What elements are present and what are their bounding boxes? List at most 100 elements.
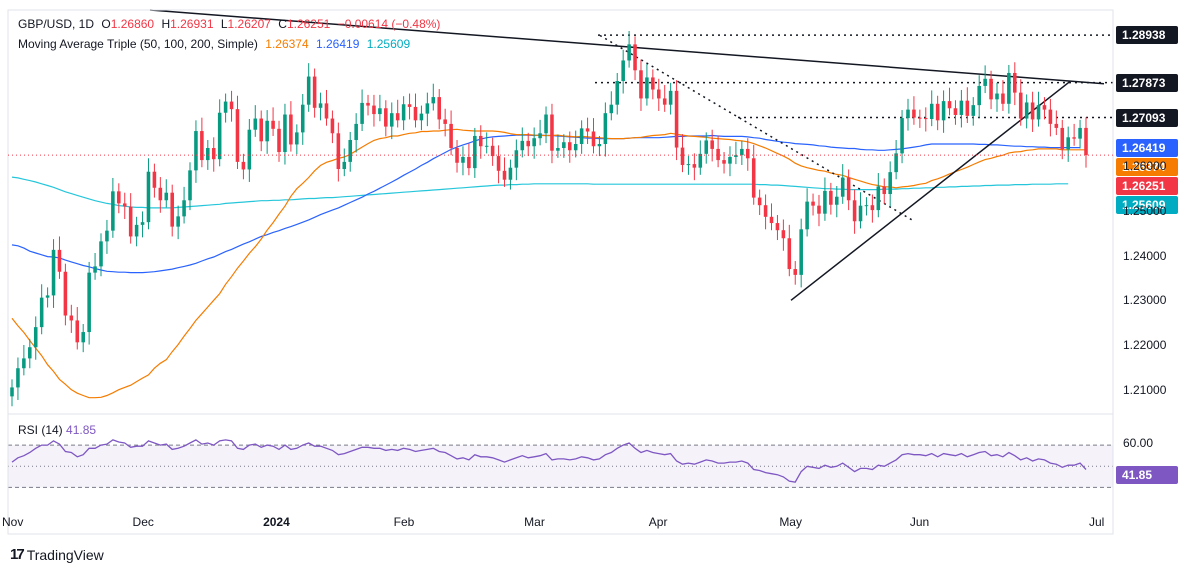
- candle: [775, 215, 780, 241]
- candle: [704, 132, 709, 164]
- candle: [413, 93, 418, 128]
- candle-body: [562, 142, 566, 149]
- candle: [906, 98, 910, 131]
- candle-body: [318, 103, 323, 108]
- candle: [840, 164, 845, 204]
- candle: [16, 357, 20, 400]
- candle-body: [787, 238, 792, 270]
- candle: [1078, 119, 1082, 149]
- candle-body: [864, 205, 869, 207]
- candle-body: [1001, 93, 1005, 104]
- candle: [206, 139, 210, 170]
- candle: [989, 70, 993, 110]
- candle-body: [745, 148, 750, 159]
- rsi-title[interactable]: RSI (14): [18, 423, 63, 437]
- candle: [93, 252, 97, 280]
- candle: [259, 110, 263, 152]
- candle-body: [431, 97, 436, 104]
- candle: [134, 216, 139, 247]
- candle-body: [651, 77, 655, 90]
- candle: [461, 146, 465, 176]
- candle: [306, 63, 311, 112]
- candle: [443, 108, 447, 137]
- candle-body: [805, 201, 809, 230]
- ma200-line: [11, 176, 1069, 209]
- candle: [852, 189, 857, 234]
- candle-body: [1060, 127, 1065, 150]
- candle: [734, 141, 738, 165]
- candle-body: [977, 85, 981, 106]
- candle: [39, 284, 44, 335]
- candle-body: [395, 113, 400, 121]
- candle-body: [289, 114, 293, 145]
- candle-body: [609, 104, 614, 114]
- brand-name: TradingView: [26, 546, 104, 563]
- price-tick-label: 1.24000: [1123, 248, 1167, 263]
- candle-body: [781, 230, 786, 239]
- candle: [894, 139, 898, 180]
- price-label-dark: 1.27093: [1116, 108, 1178, 127]
- candle: [1024, 94, 1029, 129]
- candle-body: [437, 97, 442, 120]
- candle: [122, 192, 127, 220]
- candle: [562, 134, 566, 158]
- candle-body: [686, 164, 691, 166]
- candle: [33, 316, 38, 360]
- candle-body: [846, 177, 851, 201]
- price-label-teal: 1.25609: [1116, 195, 1178, 214]
- candle-body: [366, 102, 370, 106]
- candle-body: [211, 148, 216, 160]
- candle-body: [1066, 137, 1070, 150]
- candle: [229, 90, 234, 122]
- candle: [615, 72, 620, 115]
- candle: [217, 99, 222, 167]
- candle-body: [823, 190, 827, 214]
- month-label: Mar: [524, 515, 545, 529]
- candle-body: [342, 161, 347, 170]
- candle-body: [573, 144, 578, 151]
- symbol-label[interactable]: GBP/USD, 1D: [18, 17, 95, 31]
- candle-body: [81, 332, 85, 343]
- candle-body: [763, 205, 768, 217]
- candle-body: [10, 387, 14, 397]
- candle-body: [306, 76, 311, 105]
- candle: [597, 135, 602, 157]
- candle: [1054, 110, 1059, 136]
- candle-body: [900, 118, 904, 154]
- candle-body: [182, 200, 186, 217]
- candle-body: [425, 103, 430, 114]
- candle: [455, 139, 459, 173]
- tradingview-brand[interactable]: 17 TradingView: [10, 546, 104, 563]
- candle-body: [22, 358, 26, 369]
- ma50-line: [11, 128, 1086, 399]
- candle-body: [615, 81, 620, 105]
- candle-body: [152, 171, 157, 188]
- candle-body: [443, 119, 447, 124]
- candle-body: [372, 105, 376, 115]
- candle-body: [461, 156, 465, 163]
- candles-layer: [10, 30, 1088, 407]
- candle-body: [389, 113, 394, 127]
- high-value: 1.26931: [170, 17, 214, 31]
- candle: [265, 110, 269, 154]
- candle: [556, 134, 560, 158]
- candle: [532, 127, 536, 159]
- candle: [514, 139, 519, 181]
- candle: [348, 131, 353, 172]
- candle: [300, 93, 305, 145]
- rsi-value-badge: 41.85: [1116, 466, 1178, 484]
- candle-body: [740, 148, 744, 156]
- candle: [1007, 64, 1011, 114]
- ma-title[interactable]: Moving Average Triple (50, 100, 200, Sim…: [18, 37, 258, 51]
- ma50-value: 1.26374: [265, 37, 309, 51]
- candle-body: [235, 109, 240, 162]
- candle-body: [206, 148, 210, 161]
- candle: [478, 125, 483, 159]
- candle: [811, 193, 815, 216]
- candle: [211, 137, 216, 172]
- candle-body: [710, 140, 714, 149]
- candle-body: [33, 327, 38, 348]
- candle: [247, 118, 252, 182]
- candle-body: [639, 70, 643, 99]
